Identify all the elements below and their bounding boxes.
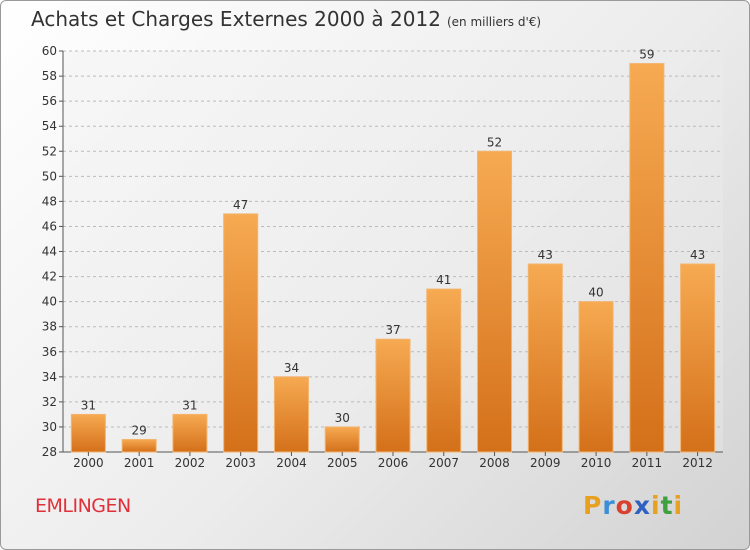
y-tick-label: 48 xyxy=(42,194,57,208)
y-tick-label: 42 xyxy=(42,270,57,284)
data-label: 29 xyxy=(132,423,147,437)
x-tick-label: 2012 xyxy=(682,456,713,470)
data-label: 41 xyxy=(436,273,451,287)
x-tick-label: 2006 xyxy=(378,456,409,470)
y-tick-label: 44 xyxy=(42,245,57,259)
x-tick-label: 2004 xyxy=(276,456,307,470)
y-tick-label: 50 xyxy=(42,169,57,183)
bar xyxy=(324,426,360,453)
bar xyxy=(375,338,411,453)
x-tick-label: 2011 xyxy=(632,456,663,470)
y-tick-label: 56 xyxy=(42,94,57,108)
x-tick-label: 2005 xyxy=(327,456,358,470)
x-tick-label: 2000 xyxy=(73,456,104,470)
y-tick-label: 60 xyxy=(42,44,57,58)
bar xyxy=(426,288,462,453)
bar xyxy=(527,263,563,453)
x-tick-label: 2008 xyxy=(479,456,510,470)
y-tick-label: 52 xyxy=(42,144,57,158)
y-tick-label: 30 xyxy=(42,420,57,434)
y-tick-label: 40 xyxy=(42,295,57,309)
data-label: 34 xyxy=(284,361,299,375)
data-label: 37 xyxy=(385,323,400,337)
data-label: 30 xyxy=(335,411,350,425)
bar xyxy=(273,376,309,453)
x-tick-label: 2007 xyxy=(428,456,459,470)
proxiti-logo: Proxiti xyxy=(583,491,683,520)
y-tick-label: 58 xyxy=(42,69,57,83)
data-label: 31 xyxy=(81,398,96,412)
bar xyxy=(578,301,614,453)
x-tick-label: 2010 xyxy=(581,456,612,470)
data-label: 43 xyxy=(690,248,705,262)
x-tick-label: 2001 xyxy=(124,456,155,470)
y-tick-label: 46 xyxy=(42,219,57,233)
logo-letter: r xyxy=(602,491,616,520)
data-label: 31 xyxy=(182,398,197,412)
bar xyxy=(223,213,259,453)
y-tick-label: 54 xyxy=(42,119,57,133)
data-label: 40 xyxy=(588,286,603,300)
y-tick-label: 36 xyxy=(42,345,57,359)
logo-letter: t xyxy=(660,491,674,520)
bar xyxy=(121,438,157,453)
y-tick-label: 34 xyxy=(42,370,57,384)
data-label: 59 xyxy=(639,48,654,62)
bar xyxy=(70,413,106,453)
logo-letter: o xyxy=(615,491,634,520)
x-tick-label: 2002 xyxy=(175,456,206,470)
y-tick-label: 38 xyxy=(42,320,57,334)
x-tick-label: 2009 xyxy=(530,456,561,470)
y-tick-label: 28 xyxy=(42,445,57,459)
data-label: 43 xyxy=(538,248,553,262)
bar xyxy=(477,150,513,453)
chart-title: Achats et Charges Externes 2000 à 2012 (e… xyxy=(31,7,541,31)
logo-letter: i xyxy=(651,491,661,520)
logo-letter: i xyxy=(673,491,684,520)
logo-letter: P xyxy=(583,491,603,520)
bar xyxy=(680,263,716,453)
chart-unit: (en milliers d'€) xyxy=(446,15,542,29)
y-tick-label: 32 xyxy=(42,395,57,409)
bar xyxy=(172,413,208,453)
x-tick-label: 2003 xyxy=(225,456,256,470)
commune-name: EMLINGEN xyxy=(35,495,131,517)
data-label: 47 xyxy=(233,198,248,212)
logo-letter: x xyxy=(633,491,651,520)
bar xyxy=(629,63,665,453)
data-label: 52 xyxy=(487,135,502,149)
chart-title-text: Achats et Charges Externes 2000 à 2012 xyxy=(31,7,441,31)
